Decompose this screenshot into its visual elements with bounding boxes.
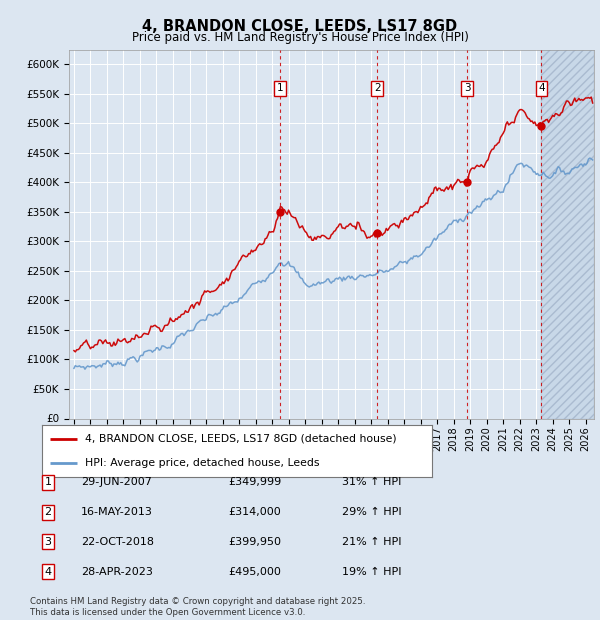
Text: 29% ↑ HPI: 29% ↑ HPI xyxy=(342,507,401,517)
Text: 2: 2 xyxy=(374,83,380,94)
Text: 16-MAY-2013: 16-MAY-2013 xyxy=(81,507,153,517)
Text: 29-JUN-2007: 29-JUN-2007 xyxy=(81,477,152,487)
Text: 3: 3 xyxy=(464,83,470,94)
Text: 4, BRANDON CLOSE, LEEDS, LS17 8GD: 4, BRANDON CLOSE, LEEDS, LS17 8GD xyxy=(142,19,458,33)
Text: 19% ↑ HPI: 19% ↑ HPI xyxy=(342,567,401,577)
Text: 3: 3 xyxy=(44,537,52,547)
Text: £495,000: £495,000 xyxy=(228,567,281,577)
Text: £349,999: £349,999 xyxy=(228,477,281,487)
Text: HPI: Average price, detached house, Leeds: HPI: Average price, detached house, Leed… xyxy=(85,458,319,468)
Text: £314,000: £314,000 xyxy=(228,507,281,517)
Text: 21% ↑ HPI: 21% ↑ HPI xyxy=(342,537,401,547)
Text: 2: 2 xyxy=(44,507,52,517)
Text: Price paid vs. HM Land Registry's House Price Index (HPI): Price paid vs. HM Land Registry's House … xyxy=(131,31,469,44)
Text: 4, BRANDON CLOSE, LEEDS, LS17 8GD (detached house): 4, BRANDON CLOSE, LEEDS, LS17 8GD (detac… xyxy=(85,434,397,444)
Text: 1: 1 xyxy=(277,83,283,94)
Text: 22-OCT-2018: 22-OCT-2018 xyxy=(81,537,154,547)
Text: 31% ↑ HPI: 31% ↑ HPI xyxy=(342,477,401,487)
Text: 28-APR-2023: 28-APR-2023 xyxy=(81,567,153,577)
Text: 4: 4 xyxy=(538,83,545,94)
Text: £399,950: £399,950 xyxy=(228,537,281,547)
Text: 1: 1 xyxy=(44,477,52,487)
Text: 4: 4 xyxy=(44,567,52,577)
Text: Contains HM Land Registry data © Crown copyright and database right 2025.
This d: Contains HM Land Registry data © Crown c… xyxy=(30,598,365,617)
Bar xyxy=(541,50,594,419)
